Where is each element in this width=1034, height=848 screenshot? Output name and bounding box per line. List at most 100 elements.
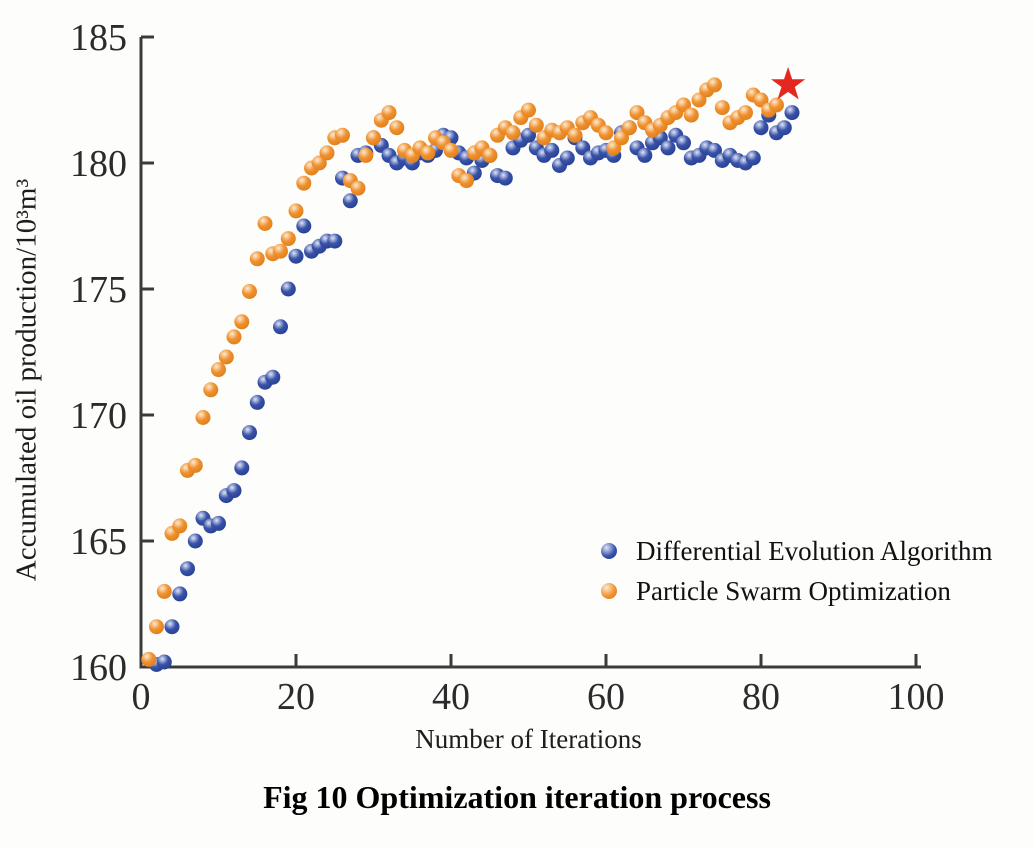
data-point [738, 105, 753, 121]
data-point [164, 619, 180, 635]
data-point [156, 583, 172, 599]
data-point [172, 518, 188, 534]
data-point [211, 362, 226, 378]
data-point [226, 329, 242, 345]
data-point [707, 142, 722, 158]
data-point [249, 394, 265, 410]
data-point [714, 100, 730, 116]
data-point [350, 180, 366, 196]
data-point [358, 147, 374, 163]
axis-lines [139, 37, 921, 669]
data-point [629, 105, 645, 121]
y-tick-label: 175 [70, 269, 127, 311]
legend-label-pso: Particle Swarm Optimization [636, 575, 951, 606]
data-point [637, 147, 653, 163]
y-tick-label: 165 [70, 521, 127, 563]
data-point [280, 231, 296, 247]
data-point [505, 125, 521, 141]
data-point [203, 382, 219, 398]
data-point [381, 105, 397, 121]
data-point [521, 127, 536, 143]
data-point [753, 120, 769, 136]
data-point [280, 281, 296, 297]
y-tick-label: 180 [70, 143, 127, 185]
data-point [211, 515, 226, 531]
data-point [296, 218, 312, 234]
legend-label-de: Differential Evolution Algorithm [636, 535, 993, 566]
data-point [676, 97, 691, 113]
x-tick-label: 40 [432, 676, 470, 715]
data-point [598, 125, 614, 141]
data-point [676, 135, 691, 151]
data-point [366, 130, 381, 146]
data-point [497, 170, 513, 186]
data-point [296, 175, 312, 191]
data-point [528, 117, 544, 133]
x-tick-label: 60 [587, 676, 625, 715]
data-point [242, 425, 257, 441]
best-solution-star [771, 66, 806, 100]
data-point [273, 319, 288, 335]
data-point [265, 369, 281, 385]
de-marker-icon [601, 543, 617, 559]
data-point [614, 130, 629, 146]
data-point [776, 120, 792, 136]
data-point [195, 410, 211, 425]
data-point [769, 97, 784, 113]
data-point [389, 120, 405, 136]
data-point [443, 142, 459, 158]
data-point [420, 145, 436, 161]
data-point [226, 483, 242, 499]
data-point [187, 533, 203, 549]
data-point [149, 619, 164, 635]
legend-item-differential-evolution: Differential Evolution Algorithm [601, 531, 992, 571]
data-point [544, 142, 560, 158]
pso-marker-icon [601, 583, 617, 599]
scatter-plot: 160 165 170 175 180 185 0 20 40 60 80 100 [70, 17, 945, 715]
data-point [459, 173, 474, 189]
data-point [559, 150, 575, 166]
data-point [753, 92, 769, 108]
data-point [187, 457, 203, 473]
data-point [234, 460, 250, 476]
x-axis-label: Number of Iterations [415, 724, 642, 754]
x-tick-label: 100 [888, 676, 945, 715]
series-pso [141, 77, 784, 667]
data-point [784, 105, 800, 121]
data-point [335, 127, 350, 143]
data-point [745, 150, 761, 166]
data-point [327, 233, 343, 249]
data-point [521, 102, 536, 118]
y-tick-label: 185 [70, 17, 127, 59]
data-point [683, 107, 699, 123]
data-point [621, 120, 637, 136]
data-point [342, 193, 358, 209]
data-point [707, 77, 722, 93]
x-tick-label: 80 [742, 676, 780, 715]
y-tick-label: 160 [70, 647, 127, 689]
data-point [660, 140, 676, 156]
data-point [242, 284, 257, 299]
data-point [288, 203, 304, 219]
data-point [218, 349, 234, 365]
legend-item-particle-swarm: Particle Swarm Optimization [601, 571, 992, 611]
data-point [156, 654, 172, 670]
chart-legend: Differential Evolution Algorithm Particl… [601, 531, 992, 611]
data-point [180, 561, 195, 577]
data-point [273, 243, 288, 259]
data-point [234, 314, 250, 330]
data-point [567, 127, 583, 143]
x-tick-label: 0 [132, 676, 151, 715]
figure-caption: Fig 10 Optimization iteration process [263, 779, 771, 815]
data-point [691, 92, 707, 108]
data-point [249, 251, 265, 267]
data-point [319, 145, 335, 161]
x-tick-label: 20 [277, 676, 315, 715]
data-point [172, 586, 188, 602]
data-point [141, 651, 157, 667]
data-point [288, 248, 304, 264]
y-tick-label: 170 [70, 395, 127, 437]
data-point [482, 147, 498, 163]
data-point [257, 216, 273, 231]
